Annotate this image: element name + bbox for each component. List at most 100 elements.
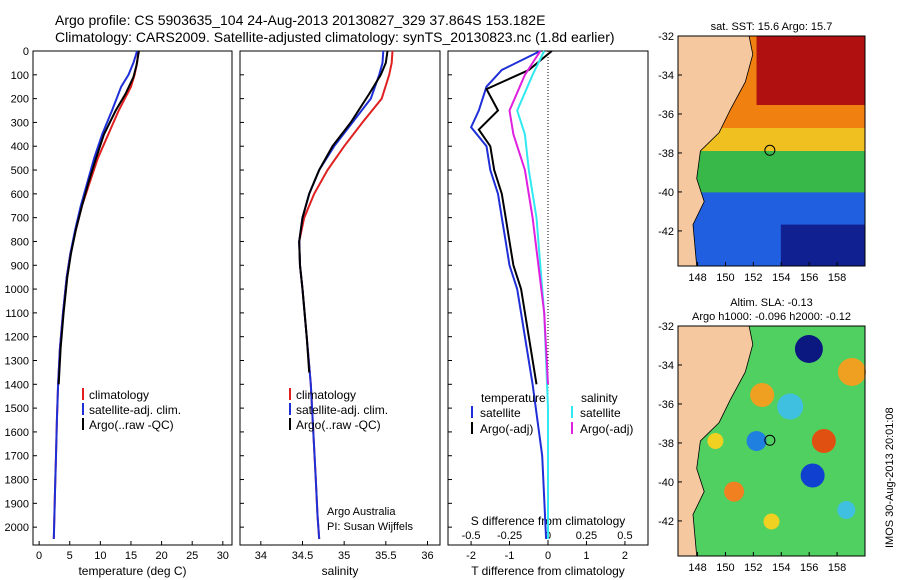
top-xtick-label: -0.25	[497, 530, 522, 542]
legend-title-salinity: salinity	[581, 391, 618, 405]
map-xtick-label: 152	[744, 562, 762, 574]
legend-label: Argo(-adj)	[580, 422, 633, 436]
map-ytick-label: -40	[658, 187, 674, 199]
map-xtick-label: 152	[744, 272, 762, 284]
map-xtick-label: 158	[828, 562, 846, 574]
sla-anomaly-blob	[837, 358, 866, 386]
legend-label: Argo(..raw -QC)	[296, 418, 381, 432]
map-xtick-label: 150	[716, 562, 734, 574]
depth-tick-label: 100	[11, 70, 29, 82]
salinity-panel-xtick-label: 34	[255, 550, 267, 562]
map-ytick-label: -38	[658, 438, 674, 450]
difference-panel-xtick-label: -1	[505, 550, 515, 562]
series-line-t-argo-adj-	[477, 50, 553, 385]
imos-side-label: IMOS 30-Aug-2013 20:01:08	[884, 407, 896, 548]
temperature-panel-xtick-label: 15	[125, 550, 137, 562]
annotation-line2: PI: Susan Wijffels	[327, 521, 413, 533]
salinity-panel-xtick-label: 35.5	[375, 550, 396, 562]
sla-anomaly-blob	[724, 481, 745, 502]
map-ytick-label: -36	[658, 109, 674, 121]
depth-tick-label: 1600	[5, 427, 29, 439]
temperature-panel-xtick-label: 10	[94, 550, 106, 562]
sst-hot-core	[756, 36, 865, 105]
depth-tick-label: 1500	[5, 403, 29, 415]
map-ytick-label: -42	[658, 516, 674, 528]
map-ytick-label: -38	[658, 148, 674, 160]
sla-anomaly-blob	[750, 383, 775, 407]
depth-tick-label: 600	[11, 189, 29, 201]
top-xtick-label: 0.5	[617, 530, 632, 542]
map-ytick-label: -42	[658, 226, 674, 238]
series-line-t-satellite	[469, 50, 548, 540]
figure-title-line1: Argo profile: CS 5903635_104 24-Aug-2013…	[55, 12, 546, 28]
depth-tick-label: 1400	[5, 379, 29, 391]
difference-panel-xlabel: T difference from climatology	[471, 564, 625, 578]
sla-anomaly-blob	[707, 433, 724, 449]
depth-tick-label: 800	[11, 236, 29, 248]
depth-tick-label: 1000	[5, 284, 29, 296]
sla-map-frame	[677, 325, 866, 557]
sla-anomaly-blob	[777, 393, 804, 420]
sla-anomaly-blob	[746, 431, 767, 451]
sla-anomaly-blob	[763, 513, 780, 530]
sla-anomaly-blob	[800, 463, 825, 488]
depth-tick-label: 0	[23, 46, 29, 58]
map-xtick-label: 148	[688, 272, 706, 284]
annotation-line1: Argo Australia	[327, 506, 396, 518]
sst-map-frame	[677, 35, 866, 267]
temperature-panel-frame	[32, 50, 233, 546]
difference-panel-xtick-label: 2	[622, 550, 628, 562]
map-xtick-label: 148	[688, 562, 706, 574]
difference-panel-xtick-label: -2	[466, 550, 476, 562]
sla-anomaly-blob	[811, 429, 836, 453]
legend-label: Argo(..raw -QC)	[89, 418, 174, 432]
temperature-panel-xlabel: temperature (deg C)	[78, 564, 186, 578]
series-line-argo-raw-qc-	[57, 50, 140, 385]
sla-map-group	[677, 325, 866, 557]
legend-label: climatology	[296, 388, 356, 402]
depth-tick-label: 500	[11, 165, 29, 177]
map-ytick-label: -34	[658, 70, 674, 82]
salinity-panel-xtick-label: 35	[338, 550, 350, 562]
difference-panel-xtick-label: 1	[583, 550, 589, 562]
map-xtick-label: 154	[772, 272, 790, 284]
depth-tick-label: 1900	[5, 498, 29, 510]
depth-tick-label: 400	[11, 141, 29, 153]
sla-map-title: Altim. SLA: -0.13	[730, 297, 813, 309]
map-ytick-label: -40	[658, 477, 674, 489]
argo-position-marker	[764, 144, 776, 156]
legend-label: satellite-adj. clim.	[296, 403, 388, 417]
map-ytick-label: -36	[658, 399, 674, 411]
legend-title-temperature: temperature	[481, 391, 546, 405]
depth-tick-label: 1800	[5, 475, 29, 487]
legend-label: Argo(-adj)	[480, 422, 533, 436]
top-xtick-label: 0.25	[576, 530, 597, 542]
map-xtick-label: 158	[828, 272, 846, 284]
depth-tick-label: 1300	[5, 355, 29, 367]
depth-tick-label: 1700	[5, 451, 29, 463]
map-ytick-label: -34	[658, 360, 674, 372]
temperature-panel-xtick-label: 30	[217, 550, 229, 562]
sst-front	[678, 128, 865, 151]
legend-label: satellite	[480, 406, 521, 420]
depth-tick-label: 200	[11, 94, 29, 106]
salinity-panel-xtick-label: 36	[421, 550, 433, 562]
difference-panel-xtick-label: 0	[545, 550, 551, 562]
map-xtick-label: 154	[772, 562, 790, 574]
depth-tick-label: 1100	[5, 308, 29, 320]
sla-map-subtitle: Argo h1000: -0.096 h2000: -0.12	[692, 311, 851, 323]
sst-cold-core	[780, 224, 865, 266]
top-xtick-label: -0.5	[462, 530, 481, 542]
salinity-panel-xlabel: salinity	[322, 564, 359, 578]
sst-map-title: sat. SST: 15.6 Argo: 15.7	[711, 21, 833, 33]
temperature-panel-xtick-label: 0	[36, 550, 42, 562]
sla-anomaly-blob	[837, 501, 856, 519]
legend-label: satellite-adj. clim.	[89, 403, 181, 417]
temperature-panel-xtick-label: 5	[67, 550, 73, 562]
argo-position-marker	[764, 434, 776, 446]
legend-label: satellite	[580, 406, 621, 420]
map-xtick-label: 156	[800, 562, 818, 574]
figure-title-line2: Climatology: CARS2009. Satellite-adjuste…	[55, 29, 615, 45]
depth-tick-label: 700	[11, 213, 29, 225]
series-line-argo-raw-qc-	[298, 50, 389, 373]
